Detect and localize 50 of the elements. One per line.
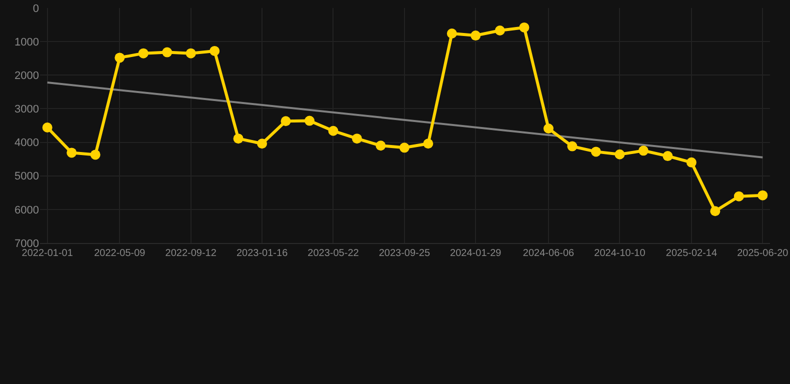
x-tick-label: 2025-02-14 [666, 248, 718, 259]
x-tick-label: 2022-05-09 [94, 248, 146, 259]
point [42, 122, 52, 133]
x-tick-label: 2024-01-29 [450, 248, 502, 259]
y-tick-label: 2000 [14, 70, 39, 82]
point [470, 30, 481, 41]
point [257, 138, 268, 149]
x-tick-label: 2025-06-20 [737, 248, 789, 259]
point [519, 22, 530, 32]
point [399, 142, 410, 153]
x-tick-label: 2022-01-01 [22, 248, 74, 259]
point [233, 134, 244, 144]
point [304, 116, 315, 126]
point [186, 48, 196, 58]
x-tick-label: 2024-10-10 [594, 248, 646, 259]
point [590, 146, 601, 157]
x-tick-label: 2022-09-12 [165, 248, 217, 259]
y-tick-label: 1000 [14, 36, 39, 48]
point [210, 46, 220, 56]
point [114, 52, 125, 63]
point [423, 138, 434, 149]
x-tick-label: 2024-06-06 [522, 248, 575, 259]
point [138, 48, 148, 58]
y-tick-label: 3000 [14, 104, 39, 116]
point [494, 25, 505, 36]
point [446, 28, 457, 39]
y-tick-label: 6000 [14, 204, 39, 216]
point [614, 149, 625, 160]
point [662, 151, 673, 162]
point [544, 124, 554, 134]
point [376, 140, 386, 151]
point [66, 148, 77, 158]
x-tick-label: 2023-05-22 [308, 248, 360, 259]
point [328, 126, 338, 136]
y-tick-label: 0 [32, 2, 39, 15]
point [638, 146, 648, 156]
x-tick-label: 2023-01-16 [236, 248, 288, 259]
point [734, 191, 744, 202]
x-tick-label: 2023-09-25 [378, 248, 430, 259]
y-tick-label: 4000 [14, 137, 39, 150]
y-tick-label: 5000 [14, 170, 39, 183]
point [280, 116, 291, 126]
point [567, 141, 578, 152]
point [686, 157, 696, 168]
point [352, 134, 362, 144]
y-tick-label: 7000 [14, 238, 39, 250]
point [758, 190, 768, 200]
point [710, 206, 720, 216]
point [162, 47, 172, 58]
point [90, 150, 100, 160]
